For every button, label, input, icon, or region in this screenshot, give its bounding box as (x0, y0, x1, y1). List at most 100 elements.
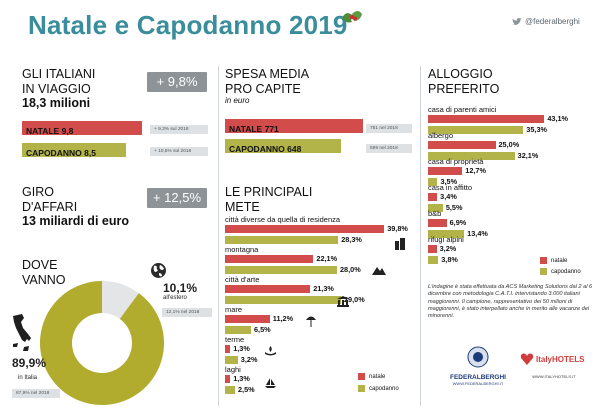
destinations-chart: città diverse da quella di residenza 39,8… (225, 215, 415, 395)
travelers-heading-line1: GLI ITALIANI (22, 67, 96, 81)
lodging-value-capodanno-1: 32,1% (517, 151, 539, 160)
lodging-chart: casa di parenti amici 43,1% 35,3% albergo 25… (428, 105, 593, 280)
lodging-bar-natale-1 (428, 141, 496, 149)
destinations-legend-capodanno: capodanno (358, 385, 399, 392)
lodging-bar-natale-3 (428, 193, 438, 201)
twitter-handle[interactable]: @federalberghi (512, 17, 580, 26)
lodging-heading-line1: ALLOGGIO (428, 67, 493, 81)
category-label-3: mare (225, 305, 243, 314)
lodging-bar-natale-5 (428, 245, 437, 253)
destination-value-capodanno-2: 29,0% (344, 295, 365, 304)
travelers-capodanno-note: + 10,5% sul 2018 (150, 147, 208, 156)
destination-bar-natale-0 (225, 225, 385, 233)
category-label-1: albergo (428, 131, 454, 140)
heart-icon (520, 353, 534, 365)
spending-natale-note: 781 nel 2018 (366, 124, 412, 133)
lodging-bar-natale-4 (428, 219, 447, 227)
travelers-capodanno-bar: CAPODANNO 8,5 (22, 143, 127, 158)
turnover-heading-line2: D'AFFARI (22, 199, 78, 214)
travelers-natale-note: + 9,3% sul 2018 (150, 125, 208, 134)
spending-natale-bar: NATALE 771 (225, 119, 363, 134)
lodging-value-natale-4: 6,9% (449, 218, 467, 227)
destination-bar-capodanno-0 (225, 236, 339, 244)
lodging-value-capodanno-0: 35,3% (526, 125, 547, 134)
lodging-bar-natale-2 (428, 167, 463, 175)
spending-natale-label: NATALE (229, 124, 263, 134)
italy-note: 87,9% nel 2018 (12, 389, 60, 398)
destination-value-natale-2: 21,3% (313, 284, 334, 293)
legend-capodanno-text: capodanno (551, 268, 581, 275)
abroad-note: 12,1% nel 2018 (162, 308, 212, 317)
category-label-5: rifugi alpini (428, 235, 464, 244)
category-label-3: casa in affitto (428, 183, 473, 192)
boat-icon (265, 375, 276, 393)
destination-value-capodanno-0: 28,3% (341, 235, 362, 244)
spending-heading: SPESA MEDIA PRO CAPITE in euro (225, 67, 309, 106)
lodging-value-natale-5: 3,2% (439, 244, 457, 253)
travelers-capodanno-value: 8,5 (84, 148, 96, 158)
italyhotels-url: WWW.ITALYHOTELS.IT (532, 374, 576, 379)
lodging-legend-natale: natale (540, 257, 567, 264)
destination-value-capodanno-3: 6,5% (254, 325, 271, 334)
spending-capodanno-bar: CAPODANNO 648 (225, 139, 341, 154)
where-heading: DOVE VANNO (22, 258, 66, 287)
destinations-heading-line2: METE (225, 199, 260, 214)
lodging-bar-capodanno-4 (428, 230, 465, 238)
category-label-2: città d'arte (225, 275, 260, 284)
federalberghi-url: WWW.FEDERALBERGHI.IT (452, 381, 504, 386)
holly-icon (340, 6, 364, 33)
turnover-heading-line1: GIRO (22, 185, 54, 199)
travelers-heading: GLI ITALIANI IN VIAGGIO 18,3 milioni (22, 67, 95, 111)
turnover-heading: GIRO D'AFFARI 13 miliardi di euro (22, 185, 129, 229)
destination-bar-natale-4 (225, 345, 231, 353)
destination-bar-natale-3 (225, 315, 270, 323)
destination-value-natale-5: 1,3% (233, 374, 250, 383)
lodging-value-natale-2: 12,7% (465, 166, 486, 175)
destinations-heading-line1: LE PRINCIPALI (225, 185, 313, 199)
building-icon (394, 237, 406, 255)
federalberghi-logo[interactable]: FEDERALBERGHI WWW.FEDERALBERGHI.IT (448, 345, 508, 386)
destination-bar-capodanno-5 (225, 386, 235, 394)
destination-value-natale-1: 22,1% (316, 254, 338, 263)
legend-capodanno-text: capodanno (369, 385, 399, 392)
destination-bar-natale-2 (225, 285, 311, 293)
lodging-bar-capodanno-2 (428, 178, 438, 186)
category-label-1: montagna (225, 245, 259, 254)
destination-bar-capodanno-4 (225, 356, 238, 364)
category-label-4: terme (225, 335, 245, 344)
lodging-value-natale-3: 3,4% (440, 192, 457, 201)
destination-bar-natale-1 (225, 255, 314, 263)
turnover-growth-badge: + 12,5% (147, 188, 207, 208)
category-label-0: casa di parenti amici (428, 105, 497, 114)
lodging-value-natale-1: 25,0% (498, 140, 520, 149)
spending-heading-line2: PRO CAPITE (225, 81, 301, 96)
spa-icon (265, 343, 276, 361)
lodging-value-capodanno-2: 3,5% (440, 177, 458, 186)
federalberghi-emblem-icon (467, 346, 489, 368)
destination-bar-capodanno-2 (225, 296, 341, 304)
legend-natale-swatch (540, 257, 547, 264)
monument-icon (337, 294, 349, 312)
spending-capodanno-value: 648 (287, 144, 302, 154)
lodging-value-natale-0: 43,1% (547, 114, 569, 123)
destination-value-capodanno-5: 2,5% (238, 385, 255, 394)
destinations-legend-natale: natale (358, 373, 385, 380)
turnover-total: 13 miliardi di euro (22, 214, 129, 229)
where-heading-line2: VANNO (22, 272, 66, 287)
globe-icon (150, 262, 167, 284)
donut-slice-italia (39, 281, 164, 405)
page-title: Natale e Capodanno 2019 (28, 10, 348, 40)
lodging-bar-natale-0 (428, 115, 545, 123)
italyhotels-logo[interactable]: ItalyHOTELS WWW.ITALYHOTELS.IT (520, 352, 588, 379)
where-heading-line1: DOVE (22, 258, 58, 272)
spending-heading-line1: SPESA MEDIA (225, 67, 310, 81)
italy-pct: 89,9% (12, 356, 47, 370)
column-divider (218, 66, 219, 406)
spending-capodanno-label: CAPODANNO (229, 144, 285, 154)
lodging-value-capodanno-4: 13,4% (467, 229, 488, 238)
legend-natale-swatch (358, 373, 365, 380)
travelers-heading-line2: IN VIAGGIO (22, 81, 91, 96)
survey-footnote: L'indagine è stata effettuata da ACS Mar… (428, 284, 593, 320)
travelers-growth-badge: + 9,8% (147, 72, 207, 92)
travelers-total: 18,3 milioni (22, 96, 91, 111)
